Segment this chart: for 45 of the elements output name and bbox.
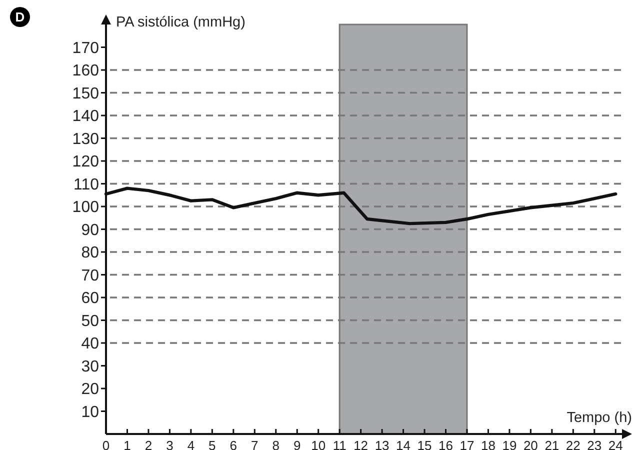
y-axis-title: PA sistólica (mmHg) xyxy=(116,14,246,30)
y-tick-label: 10 xyxy=(81,404,100,421)
y-tick-label: 150 xyxy=(72,85,100,102)
x-tick-label: 4 xyxy=(187,438,195,450)
x-tick-label: 16 xyxy=(438,438,453,450)
x-tick-label: 13 xyxy=(374,438,390,450)
x-tick-label: 15 xyxy=(417,438,432,450)
x-tick-label: 3 xyxy=(166,438,174,450)
y-tick-label: 40 xyxy=(81,336,100,353)
y-tick-label: 20 xyxy=(81,381,100,398)
x-tick-label: 2 xyxy=(144,438,152,450)
y-tick-label: 170 xyxy=(72,40,100,57)
y-tick-label: 100 xyxy=(72,199,100,216)
x-tick-label: 14 xyxy=(396,438,411,450)
x-tick-label: 23 xyxy=(587,438,602,450)
x-tick-label: 22 xyxy=(566,438,580,450)
y-tick-label: 120 xyxy=(72,154,100,171)
y-tick-label: 50 xyxy=(81,312,100,330)
y-tick-label: 70 xyxy=(81,267,100,284)
x-tick-label: 5 xyxy=(208,438,216,450)
y-tick-label: 130 xyxy=(72,130,100,148)
x-tick-label: 0 xyxy=(102,438,110,450)
x-axis-title: Tempo (h) xyxy=(566,410,632,426)
y-tick-label: 140 xyxy=(72,108,100,126)
x-tick-label: 9 xyxy=(293,438,301,450)
x-tick-label: 24 xyxy=(608,438,623,450)
x-tick-label: 10 xyxy=(311,438,326,450)
x-tick-label: 18 xyxy=(480,438,496,450)
x-tick-label: 12 xyxy=(354,438,368,450)
x-tick-label: 1 xyxy=(124,438,131,450)
x-tick-label: 21 xyxy=(544,438,560,450)
y-tick-label: 30 xyxy=(81,358,100,376)
y-tick-label: 80 xyxy=(81,244,100,262)
y-tick-label: 60 xyxy=(81,290,100,308)
x-tick-label: 11 xyxy=(332,438,346,450)
x-tick-label: 8 xyxy=(272,438,280,450)
y-tick-label: 110 xyxy=(73,176,100,194)
x-tick-label: 19 xyxy=(502,438,517,450)
y-tick-label: 160 xyxy=(72,62,100,80)
x-tick-label: 20 xyxy=(523,438,538,450)
y-tick-label: 90 xyxy=(81,222,100,239)
text: D xyxy=(15,10,25,25)
x-tick-label: 17 xyxy=(460,438,474,450)
x-tick-label: 6 xyxy=(230,438,238,450)
x-tick-label: 7 xyxy=(251,438,258,450)
